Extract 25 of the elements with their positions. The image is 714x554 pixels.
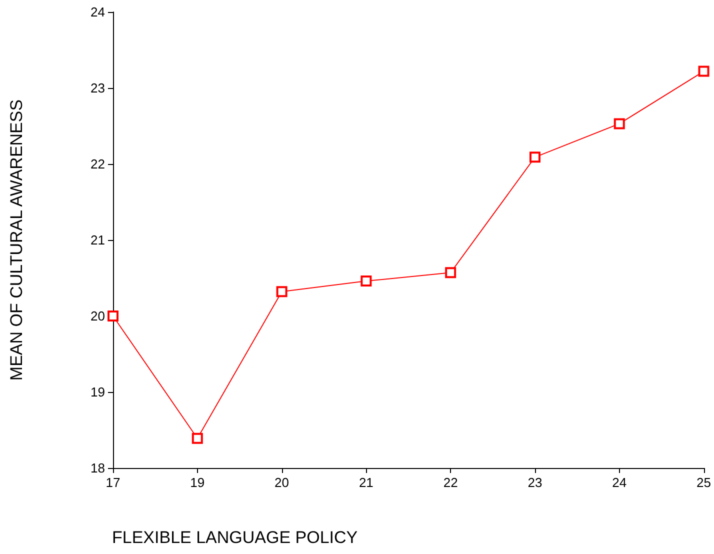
y-axis-title: MEAN OF CULTURAL AWARENESS [7,99,26,381]
x-tick-label: 20 [274,475,290,490]
y-tick-label: 22 [90,156,105,172]
point [529,152,540,163]
x-tick-label: 24 [612,475,627,490]
y-tick-label: 24 [90,4,105,20]
x-tick-label: 25 [696,475,712,490]
point [360,276,372,287]
y-tick-label: 23 [90,80,105,96]
y-tick-label: 21 [90,232,105,248]
x-tick-label: 22 [443,475,458,490]
y-tick-label: 20 [90,308,105,324]
x-tick-label: 19 [190,475,205,490]
point [614,118,625,130]
y-tick-label: 18 [90,460,105,476]
x-tick-label: 17 [106,475,120,490]
point [445,267,456,278]
point [108,310,118,322]
point [192,432,203,444]
x-axis-title: FLEXIBLE LANGUAGE POLICY [112,528,358,547]
point [276,286,288,298]
x-tick-label: 23 [528,475,542,490]
point [698,66,710,77]
y-tick-label: 19 [90,384,105,400]
x-tick-label: 21 [358,475,374,490]
